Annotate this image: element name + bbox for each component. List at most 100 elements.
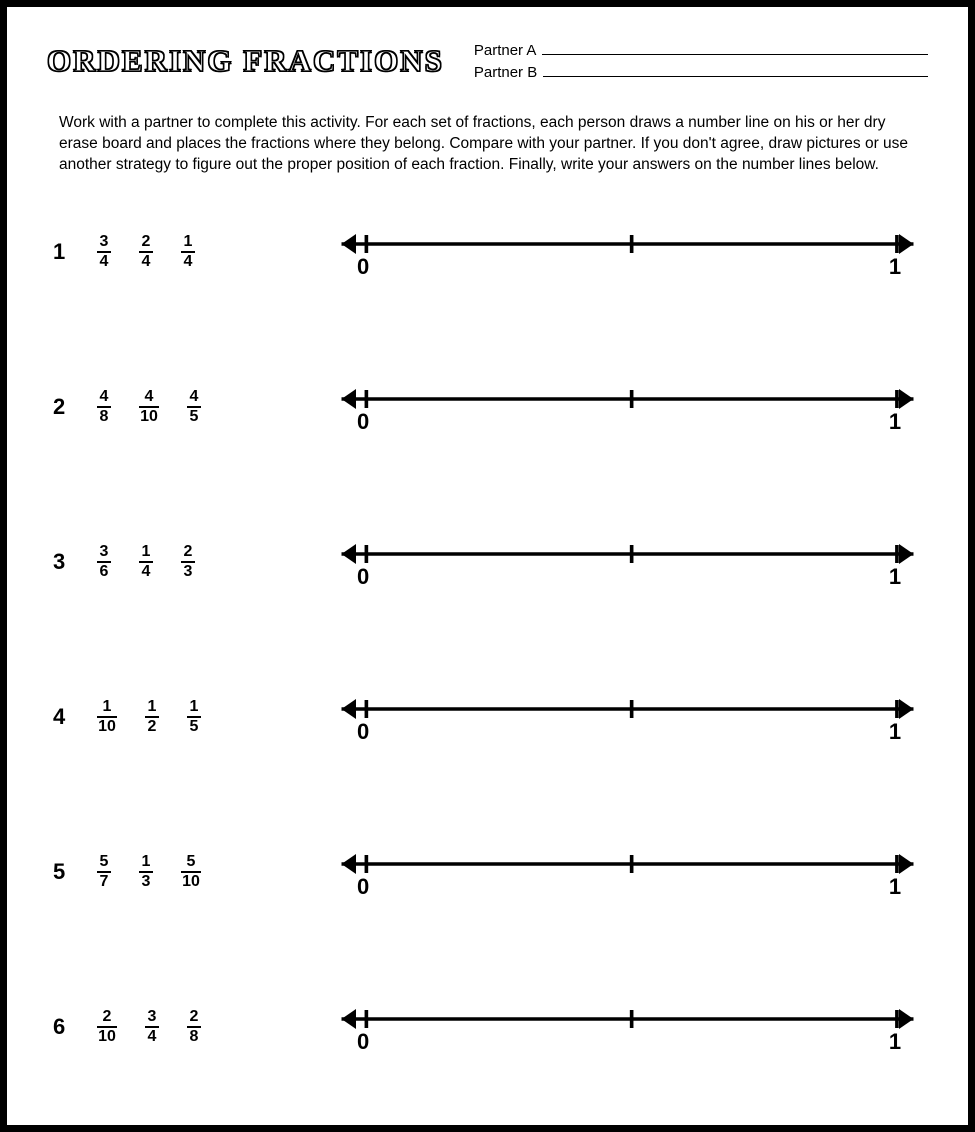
fraction: 14 bbox=[181, 234, 195, 270]
fraction-numerator: 2 bbox=[142, 234, 151, 251]
fraction-set: 342414 bbox=[97, 234, 327, 270]
fraction-set: 4841045 bbox=[97, 389, 327, 425]
problem-number: 3 bbox=[53, 549, 97, 575]
problem-row: 24841045 01 bbox=[53, 377, 928, 437]
fraction-numerator: 3 bbox=[100, 234, 109, 251]
fraction: 12 bbox=[145, 699, 159, 735]
fraction-denominator: 6 bbox=[100, 563, 109, 580]
fraction-numerator: 1 bbox=[184, 234, 193, 251]
problem-row: 55713510 01 bbox=[53, 842, 928, 902]
fraction-denominator: 5 bbox=[190, 718, 199, 735]
fraction-denominator: 4 bbox=[142, 563, 151, 580]
fraction-denominator: 2 bbox=[148, 718, 157, 735]
fraction-numerator: 4 bbox=[100, 389, 109, 406]
fraction-numerator: 2 bbox=[184, 544, 193, 561]
partner-a-blank[interactable] bbox=[542, 41, 928, 55]
worksheet-page: ORDERING FRACTIONS Partner A Partner B W… bbox=[0, 0, 975, 1132]
partner-b-label: Partner B bbox=[474, 64, 537, 81]
fraction: 34 bbox=[97, 234, 111, 270]
fraction-denominator: 4 bbox=[100, 253, 109, 270]
worksheet-title: ORDERING FRACTIONS bbox=[47, 37, 444, 79]
number-line: 01 bbox=[327, 842, 928, 902]
fraction-numerator: 3 bbox=[148, 1009, 157, 1026]
fraction: 24 bbox=[139, 234, 153, 270]
fraction: 57 bbox=[97, 854, 111, 890]
problem-number: 6 bbox=[53, 1014, 97, 1040]
number-line-start-label: 0 bbox=[357, 1029, 369, 1055]
number-line-start-label: 0 bbox=[357, 719, 369, 745]
fraction-set: 5713510 bbox=[97, 854, 327, 890]
fraction: 28 bbox=[187, 1009, 201, 1045]
number-line-end-label: 1 bbox=[889, 874, 901, 900]
fraction-denominator: 7 bbox=[100, 873, 109, 890]
fraction: 23 bbox=[181, 544, 195, 580]
fraction-denominator: 10 bbox=[98, 1028, 116, 1045]
fraction-set: 361423 bbox=[97, 544, 327, 580]
fraction-numerator: 5 bbox=[187, 854, 196, 871]
number-line-end-label: 1 bbox=[889, 409, 901, 435]
fraction-denominator: 5 bbox=[190, 408, 199, 425]
problem-row: 62103428 01 bbox=[53, 997, 928, 1057]
fraction-denominator: 3 bbox=[184, 563, 193, 580]
fraction: 13 bbox=[139, 854, 153, 890]
partner-a-line: Partner A bbox=[474, 41, 928, 59]
fraction-denominator: 8 bbox=[100, 408, 109, 425]
number-line: 01 bbox=[327, 532, 928, 592]
fraction: 14 bbox=[139, 544, 153, 580]
problem-number: 5 bbox=[53, 859, 97, 885]
fraction: 48 bbox=[97, 389, 111, 425]
partner-b-line: Partner B bbox=[474, 63, 928, 81]
fraction-numerator: 1 bbox=[142, 544, 151, 561]
number-line: 01 bbox=[327, 687, 928, 747]
problem-number: 4 bbox=[53, 704, 97, 730]
fraction-numerator: 2 bbox=[103, 1009, 112, 1026]
number-line-end-label: 1 bbox=[889, 719, 901, 745]
fraction: 510 bbox=[181, 854, 201, 890]
fraction: 210 bbox=[97, 1009, 117, 1045]
fraction-denominator: 3 bbox=[142, 873, 151, 890]
fraction: 34 bbox=[145, 1009, 159, 1045]
fraction-denominator: 8 bbox=[190, 1028, 199, 1045]
fraction-denominator: 10 bbox=[140, 408, 158, 425]
fraction-denominator: 4 bbox=[142, 253, 151, 270]
instructions-text: Work with a partner to complete this act… bbox=[59, 113, 916, 176]
fraction-denominator: 10 bbox=[182, 873, 200, 890]
header: ORDERING FRACTIONS Partner A Partner B bbox=[47, 37, 928, 85]
problem-number: 1 bbox=[53, 239, 97, 265]
fraction-numerator: 4 bbox=[145, 389, 154, 406]
number-line-start-label: 0 bbox=[357, 564, 369, 590]
fraction-numerator: 4 bbox=[190, 389, 199, 406]
fraction-set: 1101215 bbox=[97, 699, 327, 735]
number-line-start-label: 0 bbox=[357, 874, 369, 900]
problem-row: 3361423 01 bbox=[53, 532, 928, 592]
fraction-denominator: 4 bbox=[184, 253, 193, 270]
fraction-denominator: 4 bbox=[148, 1028, 157, 1045]
fraction-numerator: 1 bbox=[148, 699, 157, 716]
number-line-start-label: 0 bbox=[357, 254, 369, 280]
number-line: 01 bbox=[327, 997, 928, 1057]
number-line-end-label: 1 bbox=[889, 564, 901, 590]
problem-row: 41101215 01 bbox=[53, 687, 928, 747]
fraction: 15 bbox=[187, 699, 201, 735]
number-line-end-label: 1 bbox=[889, 254, 901, 280]
problem-row: 1342414 01 bbox=[53, 222, 928, 282]
fraction-numerator: 3 bbox=[100, 544, 109, 561]
fraction: 36 bbox=[97, 544, 111, 580]
fraction-numerator: 1 bbox=[142, 854, 151, 871]
number-line-start-label: 0 bbox=[357, 409, 369, 435]
fraction: 110 bbox=[97, 699, 117, 735]
partner-b-blank[interactable] bbox=[543, 63, 928, 77]
number-line: 01 bbox=[327, 222, 928, 282]
fraction-numerator: 5 bbox=[100, 854, 109, 871]
problem-number: 2 bbox=[53, 394, 97, 420]
number-line-end-label: 1 bbox=[889, 1029, 901, 1055]
fraction-numerator: 1 bbox=[190, 699, 199, 716]
partner-fields: Partner A Partner B bbox=[474, 37, 928, 85]
fraction-denominator: 10 bbox=[98, 718, 116, 735]
fraction-numerator: 1 bbox=[103, 699, 112, 716]
fraction-set: 2103428 bbox=[97, 1009, 327, 1045]
fraction-numerator: 2 bbox=[190, 1009, 199, 1026]
fraction: 45 bbox=[187, 389, 201, 425]
partner-a-label: Partner A bbox=[474, 42, 537, 59]
problems-list: 1342414 0124841045 013361423 0141101215 … bbox=[47, 222, 928, 1057]
